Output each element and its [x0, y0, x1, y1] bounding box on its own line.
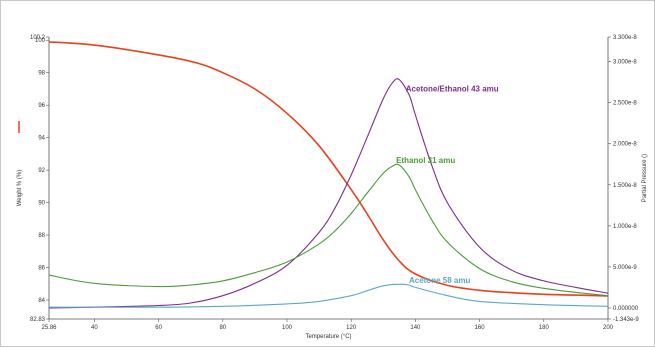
- y-right-tick-label: 3.300e-8: [613, 35, 637, 41]
- y-left-tick-label: 82.83: [30, 317, 46, 323]
- x-axis-title: Temperature (°C): [305, 334, 351, 340]
- y-right-tick-label: 0.000000: [613, 306, 639, 312]
- y-left-tick-label: 88: [38, 233, 45, 239]
- y-left-tick-label: 92: [38, 168, 45, 174]
- x-tick-label: 25.86: [41, 325, 57, 331]
- ethanol-31-label: Ethanol 31 amu: [396, 156, 455, 165]
- y-right-tick-label: -1.343e-9: [613, 317, 639, 323]
- acetone-58-label: Acetone 58 amu: [409, 276, 470, 285]
- weight-percent-line: [48, 41, 609, 297]
- y-left-tick-label: 100: [35, 38, 46, 44]
- y-left-tick-label: 84: [38, 298, 45, 304]
- y-right-tick-label: 5.000e-9: [613, 265, 637, 271]
- y-left-tick-label: 86: [38, 266, 45, 272]
- y-left-tick-label: 96: [38, 103, 45, 109]
- y-right-axis-title: Partial Pressure (): [642, 154, 648, 202]
- y-left-tick-label: 94: [38, 136, 45, 142]
- x-tick-label: 140: [410, 325, 421, 331]
- acetone-ethanol-43-label: Acetone/Ethanol 43 amu: [406, 84, 499, 93]
- y-right-tick-label: 2.500e-8: [613, 101, 637, 107]
- x-tick-label: 180: [539, 325, 550, 331]
- x-tick-label: 160: [475, 325, 486, 331]
- acetone-ethanol-43-line: [48, 78, 609, 309]
- x-tick-label: 40: [91, 325, 98, 331]
- ethanol-31-line: [48, 163, 609, 297]
- x-tick-label: 100: [282, 325, 293, 331]
- axes-layer: 25.86 40 60 80 100 120 140 160 180 200 Temperature…: [17, 35, 648, 340]
- y-left-tick-label: 100.2: [30, 35, 46, 41]
- y-right-tick-label: 3.000e-8: [613, 60, 637, 66]
- x-tick-label: 80: [219, 325, 226, 331]
- y-right-tick-label: 1.500e-8: [613, 183, 637, 189]
- acetone-58-line: [48, 283, 609, 308]
- x-tick-label: 200: [603, 325, 614, 331]
- x-tick-label: 60: [155, 325, 162, 331]
- y-left-axis-title: Weight % (%): [17, 170, 23, 207]
- labels-layer: Acetone/Ethanol 43 amu Ethanol 31 amu Acet…: [396, 84, 499, 285]
- y-right-tick-label: 2.000e-8: [613, 142, 637, 148]
- x-tick-label: 120: [346, 325, 357, 331]
- series-layer: [48, 41, 609, 309]
- y-right-tick-label: 1.000e-8: [613, 224, 637, 230]
- y-left-tick-label: 98: [38, 71, 45, 77]
- y-left-tick-label: 90: [38, 201, 45, 207]
